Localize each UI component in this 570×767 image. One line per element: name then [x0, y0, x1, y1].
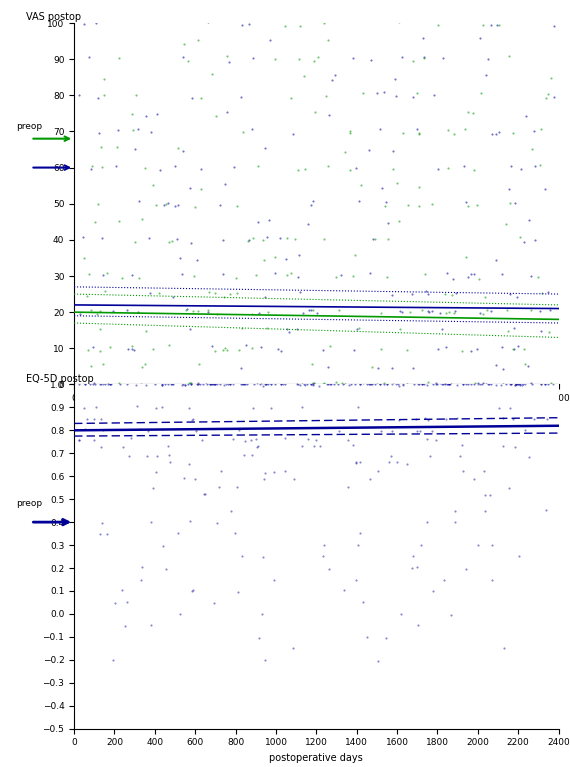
- Text: preop: preop: [16, 123, 42, 131]
- Text: VAS postop: VAS postop: [26, 12, 81, 22]
- X-axis label: postoperative days: postoperative days: [270, 753, 363, 763]
- Legend: Arm pain, Neck pain: Arm pain, Neck pain: [224, 434, 409, 452]
- X-axis label: postoperative days: postoperative days: [270, 409, 363, 419]
- Text: EQ-5D postop: EQ-5D postop: [26, 374, 93, 384]
- Text: preop: preop: [16, 499, 42, 509]
